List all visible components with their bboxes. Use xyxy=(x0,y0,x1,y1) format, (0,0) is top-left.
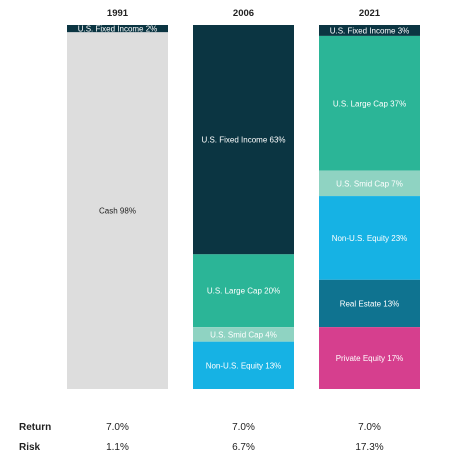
bar-segment-2021-4 xyxy=(319,279,420,328)
bar-segment-2006-3 xyxy=(193,341,294,389)
segment-label-2006-1: U.S. Large Cap 20% xyxy=(207,287,280,296)
bar-segment-2021-0 xyxy=(319,25,420,36)
segment-label-2021-3: Non-U.S. Equity 23% xyxy=(332,234,408,243)
bar-segment-2021-2 xyxy=(319,170,420,197)
row-label-risk: Risk xyxy=(19,442,41,453)
bar-segment-2006-1 xyxy=(193,254,294,328)
segment-label-2006-2: U.S. Smid Cap 4% xyxy=(210,330,277,339)
segment-label-2021-4: Real Estate 13% xyxy=(340,299,400,308)
segment-label-2021-2: U.S. Smid Cap 7% xyxy=(336,179,403,188)
bar-segment-2021-5 xyxy=(319,327,420,389)
segment-label-2021-5: Private Equity 17% xyxy=(336,354,404,363)
segment-label-2021-0: U.S. Fixed Income 3% xyxy=(330,26,410,35)
year-label-1991: 1991 xyxy=(107,8,129,19)
return-value-1991: 7.0% xyxy=(106,422,129,433)
row-label-return: Return xyxy=(19,422,51,433)
segment-label-1991-1: Cash 98% xyxy=(99,207,136,216)
year-label-2006: 2006 xyxy=(233,8,254,19)
segment-label-1991-0: U.S. Fixed Income 2% xyxy=(78,25,158,34)
segment-label-2006-0: U.S. Fixed Income 63% xyxy=(201,136,285,145)
segment-label-2006-3: Non-U.S. Equity 13% xyxy=(206,361,282,370)
return-value-2006: 7.0% xyxy=(232,422,255,433)
risk-value-2021: 17.3% xyxy=(355,442,383,453)
bar-segment-1991-1 xyxy=(67,32,168,389)
bar-segment-2021-1 xyxy=(319,35,420,171)
risk-value-1991: 1.1% xyxy=(106,442,129,453)
bar-segment-2006-2 xyxy=(193,327,294,342)
bar-segment-2021-3 xyxy=(319,196,420,280)
year-label-2021: 2021 xyxy=(359,8,381,19)
return-value-2021: 7.0% xyxy=(358,422,381,433)
bar-segment-2006-0 xyxy=(193,25,294,255)
segment-label-2021-1: U.S. Large Cap 37% xyxy=(333,99,406,108)
bar-segment-1991-0 xyxy=(67,25,168,33)
risk-value-2006: 6.7% xyxy=(232,442,255,453)
